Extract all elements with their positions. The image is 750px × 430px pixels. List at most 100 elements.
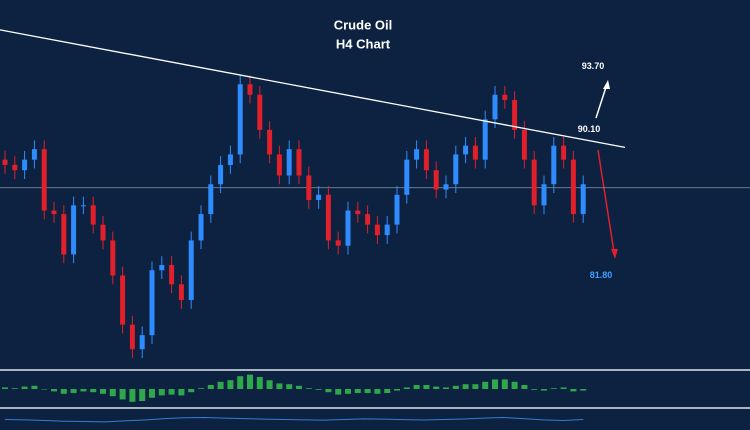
macd-bar	[70, 389, 77, 393]
macd-bar	[217, 381, 224, 389]
macd-bar	[580, 389, 587, 391]
macd-bar	[570, 389, 577, 392]
macd-bar	[60, 389, 67, 394]
arrow-head	[603, 80, 610, 89]
candle-body	[492, 94, 498, 120]
macd-bar	[80, 389, 87, 392]
candle-body	[423, 149, 429, 171]
macd-bar	[286, 384, 293, 389]
macd-bar	[31, 385, 38, 389]
candle-body	[61, 214, 67, 255]
macd-bar	[139, 389, 146, 401]
candle-body	[551, 145, 557, 185]
macd-bar	[237, 376, 244, 389]
level-label: 90.10	[578, 124, 601, 134]
candle-body	[110, 240, 116, 276]
macd-bar	[413, 385, 420, 389]
macd-bar	[482, 381, 489, 389]
candle-body	[512, 100, 518, 130]
macd-bar	[305, 388, 312, 389]
candle-body	[433, 170, 439, 190]
candle-body	[472, 145, 478, 160]
candle-body	[71, 205, 77, 255]
candle-body	[90, 205, 96, 225]
macd-bar	[266, 380, 273, 389]
macd-bar	[364, 389, 371, 393]
candle-body	[22, 159, 28, 171]
candle-body	[247, 84, 253, 95]
macd-bar	[492, 379, 498, 389]
candle-body	[188, 240, 194, 301]
macd-bar	[394, 389, 400, 391]
candle-body	[306, 175, 312, 201]
candle-body	[100, 224, 106, 241]
macd-bar	[325, 389, 332, 393]
macd-bar	[511, 381, 518, 389]
macd-bar	[129, 389, 136, 402]
macd-bar	[207, 385, 214, 389]
candle-body	[178, 284, 184, 301]
candle-body	[345, 210, 351, 246]
candle-body	[453, 154, 459, 185]
candle-body	[237, 84, 243, 155]
candle-body	[531, 159, 537, 206]
candle-body	[374, 224, 380, 236]
macd-bar	[296, 385, 302, 389]
macd-bar	[374, 389, 381, 394]
candle-body	[316, 194, 322, 201]
candle-body	[208, 184, 214, 215]
candle-body	[227, 154, 233, 165]
candle-body	[394, 194, 400, 225]
macd-bar	[168, 389, 175, 395]
candle-body	[12, 164, 18, 171]
macd-bar	[256, 377, 263, 389]
macd-bar	[541, 389, 547, 391]
macd-bar	[227, 380, 234, 389]
macd-bar	[315, 389, 322, 390]
level-label: 93.70	[582, 61, 605, 71]
macd-bar	[423, 385, 430, 389]
macd-bar	[178, 389, 185, 396]
macd-bar	[51, 389, 57, 392]
candle-body	[51, 210, 57, 215]
macd-bar	[335, 389, 342, 395]
macd-bar	[198, 388, 204, 389]
candle-body	[120, 275, 126, 325]
macd-bar	[472, 384, 479, 389]
oscillator-line	[4, 416, 584, 423]
candle-body	[41, 149, 47, 211]
candle-body	[31, 149, 37, 160]
candle-body	[443, 184, 449, 190]
macd-bar	[2, 387, 8, 389]
macd-bar	[384, 389, 391, 393]
macd-bar	[119, 389, 126, 400]
candle-body	[267, 129, 273, 155]
macd-bar	[433, 386, 440, 389]
candle-body	[286, 149, 292, 176]
macd-bar	[531, 389, 538, 390]
macd-bar	[560, 387, 567, 389]
candle-body	[218, 164, 224, 185]
candle-body	[257, 94, 263, 130]
candle-body	[149, 270, 155, 336]
macd-bar	[188, 389, 195, 393]
macd-bar	[550, 388, 557, 389]
macd-bar	[109, 389, 116, 397]
macd-bar	[158, 389, 165, 396]
macd-bar	[452, 385, 459, 389]
arrow-head	[611, 249, 618, 259]
candle-body	[169, 264, 175, 285]
candle-body	[2, 159, 8, 165]
macd-bar	[90, 389, 97, 393]
macd-bar	[276, 383, 283, 389]
macd-bar	[41, 389, 48, 390]
macd-bar	[403, 387, 410, 389]
candle-body	[384, 224, 390, 236]
macd-bar	[21, 386, 28, 389]
arrow-down	[597, 149, 615, 253]
level-label: 81.80	[590, 270, 613, 280]
candle-body	[570, 159, 576, 215]
